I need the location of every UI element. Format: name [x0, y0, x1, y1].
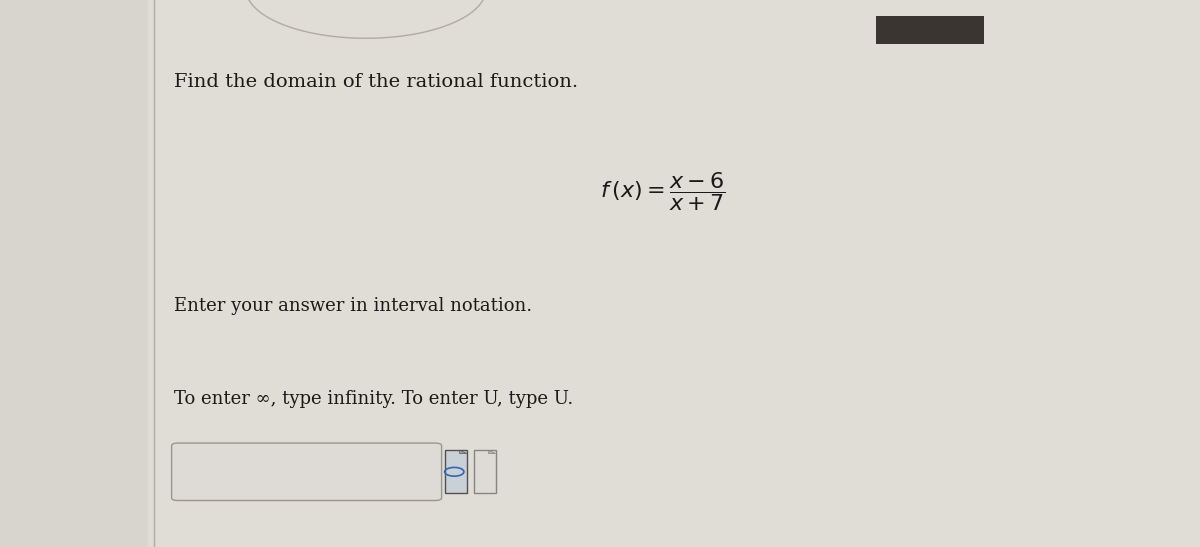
- Text: Enter your answer in interval notation.: Enter your answer in interval notation.: [174, 298, 532, 315]
- Text: To enter ∞, type infinity. To enter U, type U.: To enter ∞, type infinity. To enter U, t…: [174, 391, 574, 408]
- FancyBboxPatch shape: [474, 450, 496, 493]
- FancyBboxPatch shape: [876, 16, 984, 44]
- Text: Find the domain of the rational function.: Find the domain of the rational function…: [174, 73, 578, 91]
- FancyBboxPatch shape: [148, 0, 1200, 547]
- FancyBboxPatch shape: [445, 450, 467, 493]
- FancyBboxPatch shape: [0, 0, 148, 547]
- Polygon shape: [460, 450, 467, 453]
- FancyBboxPatch shape: [172, 443, 442, 501]
- Polygon shape: [488, 450, 496, 453]
- Text: $f\,(x) = \dfrac{x-6}{x+7}$: $f\,(x) = \dfrac{x-6}{x+7}$: [600, 170, 726, 213]
